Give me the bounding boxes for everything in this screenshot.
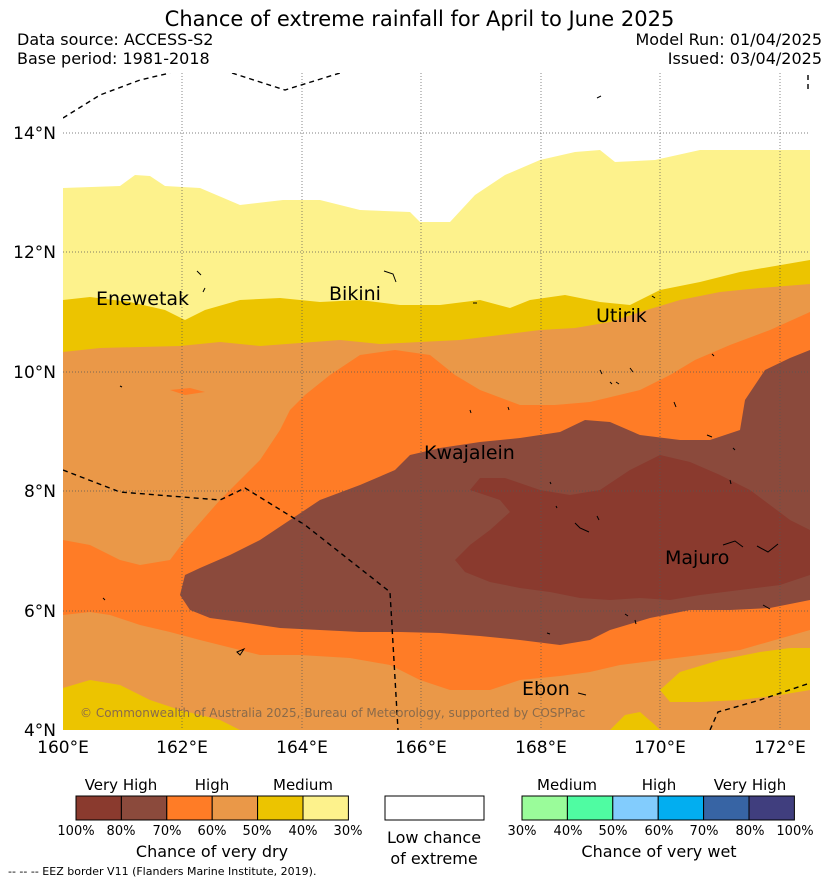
legend-wet-tick: 60% <box>645 824 674 839</box>
legend-dry-swatch <box>257 795 304 821</box>
legend-dry-tick: 60% <box>198 824 227 839</box>
lat-label: 10°N <box>13 363 56 383</box>
place-bikini: Bikini <box>329 283 381 305</box>
meta-right: Model Run: 01/04/2025 Issued: 03/04/2025 <box>636 30 823 68</box>
zone-orange-patch-left <box>170 388 205 395</box>
legend-dry-tick: 70% <box>153 824 182 839</box>
legend-wet-swatches <box>521 795 795 821</box>
legend-wet-caption: Chance of very wet <box>581 842 736 861</box>
legend-wet-tick: 70% <box>690 824 719 839</box>
legend-wet-tick: 30% <box>508 824 537 839</box>
place-ebon: Ebon <box>522 678 570 700</box>
base-period: Base period: 1981-2018 <box>17 49 210 68</box>
legend-dry-swatch <box>166 795 213 821</box>
legend-wet-tick: 50% <box>599 824 628 839</box>
zone-gold-bottom-right <box>660 648 810 702</box>
legend-dry-swatch <box>302 795 349 821</box>
lat-label: 6°N <box>24 602 56 622</box>
lat-label: 12°N <box>13 243 56 263</box>
copyright-notice: © Commonwealth of Australia 2025, Bureau… <box>80 706 585 720</box>
place-kwajalein: Kwajalein <box>424 442 515 464</box>
lon-label: 166°E <box>395 738 447 758</box>
legend-wet-swatch <box>566 795 614 821</box>
legend-dry-tick: 30% <box>334 824 363 839</box>
legend-wet-heading: Medium <box>537 776 597 794</box>
legend-dry-swatch <box>211 795 259 821</box>
map-field: © Commonwealth of Australia 2025, Bureau… <box>63 73 810 730</box>
longitude-labels: 160°E 162°E 164°E 166°E 168°E 170°E 172°… <box>37 738 806 758</box>
lon-label: 162°E <box>156 738 208 758</box>
legend-wet-tick: 80% <box>736 824 765 839</box>
legend-dry-tick: 50% <box>243 824 272 839</box>
legend-wet-swatch <box>748 795 795 821</box>
legend-low-swatch <box>384 795 485 821</box>
islands <box>102 95 779 696</box>
legend-dry-heading: Very High <box>85 776 158 794</box>
legend-wet-tick: 100% <box>776 824 813 839</box>
zone-gold-bottom-mid <box>610 712 660 730</box>
lat-label: 4°N <box>24 721 56 741</box>
latitude-labels: 14°N 12°N 10°N 8°N 6°N 4°N <box>13 124 56 741</box>
eez-borders <box>63 73 810 730</box>
place-utirik: Utirik <box>596 305 647 327</box>
legend-dry-tick: 100% <box>57 824 94 839</box>
legend-low-chance: Low chance of extreme <box>384 795 485 868</box>
legend-low-caption-1: Low chance <box>387 828 481 847</box>
legend-wet-swatch <box>521 795 568 821</box>
legend-wet-ticks: 30% 40% 50% 60% 70% 80% 100% <box>508 824 814 839</box>
lon-label: 160°E <box>37 738 89 758</box>
issued-date: Issued: 03/04/2025 <box>667 49 822 68</box>
legend-dry-heading: Medium <box>273 776 333 794</box>
data-source: Data source: ACCESS-S2 <box>17 30 214 49</box>
legend-dry-caption: Chance of very dry <box>136 842 288 861</box>
legend-low-caption-2: of extreme <box>390 849 477 868</box>
lon-label: 168°E <box>515 738 567 758</box>
legend-wet-swatch <box>612 795 659 821</box>
legend-dry-swatches <box>75 795 349 821</box>
legend-wet-swatch <box>657 795 705 821</box>
meta-left: Data source: ACCESS-S2 Base period: 1981… <box>17 30 213 68</box>
model-run: Model Run: 01/04/2025 <box>635 30 823 49</box>
lat-label: 8°N <box>24 482 56 502</box>
eez-footnote: -- -- -- EEZ border V11 (Flanders Marine… <box>8 865 317 878</box>
zone-gold-bottom-left <box>63 680 240 730</box>
place-labels: Enewetak Bikini Utirik Kwajalein Majuro … <box>96 283 729 700</box>
legend-wet-heading: Very High <box>714 776 787 794</box>
legend-dry-ticks: 100% 80% 70% 60% 50% 40% 30% <box>57 824 362 839</box>
legend-dry-tick: 80% <box>107 824 136 839</box>
legend-wet-swatch <box>703 795 750 821</box>
place-majuro: Majuro <box>665 547 729 569</box>
legend-wet-heading: High <box>642 776 676 794</box>
legend-very-dry: Very High High Medium 100% 80% 70% 60% 5… <box>57 776 362 861</box>
legend-dry-heading: High <box>195 776 229 794</box>
place-enewetak: Enewetak <box>96 288 189 310</box>
legend-very-wet: Medium High Very High 30% 40% 50% 60% 70… <box>508 776 814 861</box>
lat-label: 14°N <box>13 124 56 144</box>
legend-wet-tick: 40% <box>554 824 583 839</box>
lon-label: 164°E <box>276 738 328 758</box>
lon-label: 170°E <box>634 738 686 758</box>
map-title: Chance of extreme rainfall for April to … <box>164 7 675 31</box>
legend-dry-swatch <box>120 795 168 821</box>
lon-label: 172°E <box>754 738 806 758</box>
legend-dry-tick: 40% <box>289 824 318 839</box>
legend-dry-swatch <box>75 795 122 821</box>
